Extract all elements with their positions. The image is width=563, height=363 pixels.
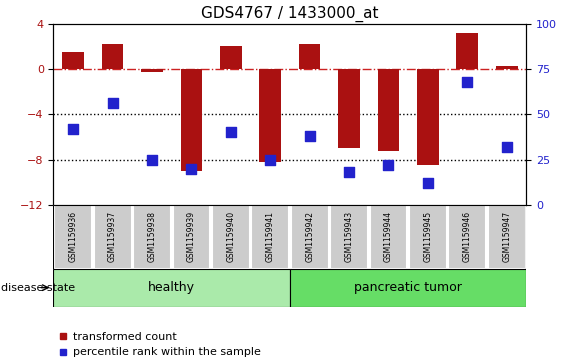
Bar — [457, 33, 478, 69]
Bar — [212, 205, 250, 269]
Bar — [93, 205, 132, 269]
Bar — [330, 205, 368, 269]
Point — [384, 162, 393, 168]
Bar — [172, 205, 211, 269]
Point — [148, 157, 157, 163]
Text: GSM1159947: GSM1159947 — [502, 211, 511, 262]
Bar — [54, 205, 92, 269]
Point — [463, 79, 472, 85]
Bar — [409, 205, 447, 269]
Text: GSM1159945: GSM1159945 — [423, 211, 432, 262]
Bar — [299, 44, 320, 69]
Bar — [338, 69, 360, 148]
Bar — [448, 205, 486, 269]
Bar — [133, 205, 171, 269]
Text: pancreatic tumor: pancreatic tumor — [354, 281, 462, 294]
Text: GSM1159937: GSM1159937 — [108, 211, 117, 262]
Text: GSM1159941: GSM1159941 — [266, 211, 275, 262]
Point — [502, 144, 511, 150]
Text: GSM1159938: GSM1159938 — [148, 211, 157, 262]
Text: disease state: disease state — [1, 283, 75, 293]
Point — [305, 133, 314, 139]
Text: GSM1159944: GSM1159944 — [384, 211, 393, 262]
Point — [266, 157, 275, 163]
Text: GSM1159940: GSM1159940 — [226, 211, 235, 262]
Point — [226, 130, 235, 135]
Bar — [291, 205, 329, 269]
Bar — [378, 69, 399, 151]
Bar — [290, 269, 526, 307]
Bar — [53, 269, 290, 307]
Text: GSM1159946: GSM1159946 — [463, 211, 472, 262]
Bar — [260, 69, 281, 162]
Title: GDS4767 / 1433000_at: GDS4767 / 1433000_at — [201, 6, 379, 22]
Text: GSM1159936: GSM1159936 — [69, 211, 78, 262]
Text: healthy: healthy — [148, 281, 195, 294]
Point — [108, 101, 117, 106]
Bar — [369, 205, 408, 269]
Point — [69, 126, 78, 132]
Legend: transformed count, percentile rank within the sample: transformed count, percentile rank withi… — [59, 332, 261, 358]
Text: GSM1159939: GSM1159939 — [187, 211, 196, 262]
Bar — [496, 66, 517, 69]
Point — [423, 180, 432, 186]
Bar — [181, 69, 202, 171]
Point — [345, 170, 354, 175]
Point — [187, 166, 196, 172]
Bar — [220, 46, 242, 69]
Text: GSM1159942: GSM1159942 — [305, 211, 314, 262]
Text: GSM1159943: GSM1159943 — [345, 211, 354, 262]
Bar — [102, 44, 123, 69]
Bar — [251, 205, 289, 269]
Bar — [141, 69, 163, 72]
Bar — [488, 205, 526, 269]
Bar — [62, 52, 84, 69]
Bar — [417, 69, 439, 166]
